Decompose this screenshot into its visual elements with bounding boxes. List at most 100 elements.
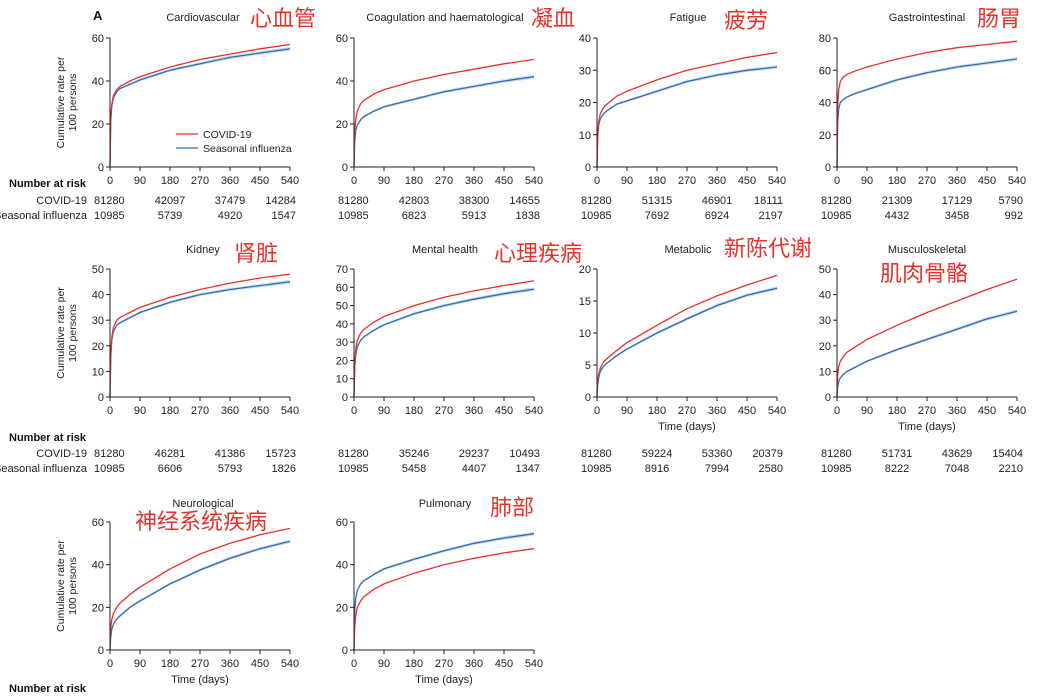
influenza-series-line xyxy=(596,66,778,168)
y-tick-label: 50 xyxy=(336,301,348,313)
x-tick-label: 180 xyxy=(888,405,906,417)
influenza-confidence-band xyxy=(354,531,534,651)
influenza-series-line xyxy=(109,540,291,651)
x-tick-label: 90 xyxy=(378,658,390,670)
x-axis-label: Time (days) xyxy=(415,674,473,686)
influenza-confidence-band xyxy=(354,74,534,168)
at-risk-influenza-value: 5739 xyxy=(158,210,182,222)
at-risk-covid-value: 15404 xyxy=(992,448,1023,460)
covid-series-line xyxy=(109,43,291,168)
influenza-series-line xyxy=(109,281,291,398)
covid-series-line xyxy=(353,548,535,651)
y-tick-label: 0 xyxy=(585,162,591,174)
y-tick-label: 20 xyxy=(579,264,591,276)
at-risk-influenza-value: 2210 xyxy=(999,463,1023,475)
at-risk-influenza-value: 8222 xyxy=(885,463,909,475)
covid-series-line xyxy=(109,527,291,651)
y-tick-label: 20 xyxy=(336,602,348,614)
covid-series-line xyxy=(596,274,778,398)
influenza-confidence-band xyxy=(110,279,290,398)
at-risk-influenza-value: 3458 xyxy=(945,210,969,222)
influenza-series-line xyxy=(596,287,778,398)
at-risk-influenza-value: 10985 xyxy=(581,463,612,475)
x-tick-label: 540 xyxy=(525,658,543,670)
panel-neurological: Neurological 0 20 40 60 0 90 180 270 360 450 540 Tim… xyxy=(55,498,299,686)
influenza-confidence-band xyxy=(110,539,290,651)
panel-metabolic: Metabolic 0 5 10 15 20 0 90 180 270 360 450 540 Time … xyxy=(579,236,812,475)
influenza-series-line xyxy=(353,76,535,168)
at-risk-covid-value: 35246 xyxy=(399,448,430,460)
y-tick-label: 60 xyxy=(92,517,104,529)
influenza-confidence-band xyxy=(837,309,1017,398)
at-risk-influenza-value: 992 xyxy=(1005,210,1023,222)
y-tick-label: 40 xyxy=(92,560,104,572)
x-tick-label: 360 xyxy=(465,405,483,417)
y-tick-label: 60 xyxy=(336,282,348,294)
at-risk-covid-value: 53360 xyxy=(702,448,733,460)
y-tick-label: 60 xyxy=(336,33,348,45)
legend-label-influenza: Seasonal influenza xyxy=(203,143,292,155)
y-tick-label: 40 xyxy=(336,560,348,572)
y-tick-label: 0 xyxy=(342,392,348,404)
y-tick-label: 40 xyxy=(336,319,348,331)
y-tick-label: 30 xyxy=(819,315,831,327)
x-tick-label: 270 xyxy=(435,175,453,187)
x-tick-label: 90 xyxy=(621,175,633,187)
chinese-annotation: 心血管 xyxy=(250,6,316,31)
y-axis-label-line: Cumulative rate per xyxy=(55,540,67,632)
at-risk-influenza-value: 4920 xyxy=(218,210,242,222)
risk-row-label-influenza: Seasonal influenza xyxy=(0,210,88,222)
panel-cardiovascular: Cardiovascular 0 20 40 60 0 90 180 270 360 450 540 C… xyxy=(55,6,316,222)
x-tick-label: 180 xyxy=(161,175,179,187)
at-risk-covid-value: 37479 xyxy=(215,195,246,207)
x-tick-label: 540 xyxy=(281,175,299,187)
x-axis-label: Time (days) xyxy=(171,674,229,686)
y-tick-label: 20 xyxy=(336,355,348,367)
chinese-annotation: 肾脏 xyxy=(234,241,278,266)
y-tick-label: 70 xyxy=(336,264,348,276)
x-tick-label: 450 xyxy=(738,405,756,417)
chinese-annotation: 肌肉骨骼 xyxy=(880,261,968,286)
at-risk-covid-value: 46281 xyxy=(155,448,186,460)
at-risk-covid-value: 81280 xyxy=(821,448,852,460)
covid-series-line xyxy=(353,280,535,398)
x-tick-label: 360 xyxy=(221,175,239,187)
covid-series-line xyxy=(596,51,778,168)
panel-title: Kidney xyxy=(186,244,220,256)
panel-title: Pulmonary xyxy=(419,498,472,510)
x-tick-label: 270 xyxy=(435,658,453,670)
x-tick-label: 450 xyxy=(251,175,269,187)
x-tick-label: 360 xyxy=(708,405,726,417)
at-risk-influenza-value: 4432 xyxy=(885,210,909,222)
at-risk-influenza-value: 10985 xyxy=(94,210,125,222)
risk-row-label-influenza: Seasonal influenza xyxy=(0,463,88,475)
panel-title: Fatigue xyxy=(670,12,707,24)
at-risk-covid-value: 15723 xyxy=(265,448,296,460)
y-tick-label: 40 xyxy=(92,76,104,88)
x-tick-label: 360 xyxy=(221,405,239,417)
at-risk-influenza-value: 1547 xyxy=(272,210,296,222)
y-axis-label-line: Cumulative rate per xyxy=(55,287,67,379)
x-tick-label: 540 xyxy=(525,175,543,187)
x-tick-label: 0 xyxy=(107,405,113,417)
chinese-annotation: 肠胃 xyxy=(977,6,1021,31)
y-axis-label-line: Cumulative rate per xyxy=(55,56,67,148)
x-tick-label: 270 xyxy=(678,175,696,187)
at-risk-covid-value: 81280 xyxy=(581,448,612,460)
x-tick-label: 90 xyxy=(134,658,146,670)
panel-title: Mental health xyxy=(412,244,478,256)
y-tick-label: 0 xyxy=(825,392,831,404)
at-risk-influenza-value: 10985 xyxy=(581,210,612,222)
panel-title: Metabolic xyxy=(664,244,712,256)
y-tick-label: 20 xyxy=(819,341,831,353)
x-tick-label: 540 xyxy=(1008,175,1026,187)
influenza-series-line xyxy=(836,310,1018,398)
at-risk-influenza-value: 6823 xyxy=(402,210,426,222)
at-risk-covid-value: 59224 xyxy=(642,448,673,460)
panel-title: Musculoskeletal xyxy=(888,244,966,256)
covid-series-line xyxy=(109,273,291,398)
y-tick-label: 50 xyxy=(92,264,104,276)
y-tick-label: 10 xyxy=(92,366,104,378)
panel-pulmonary: Pulmonary 0 20 40 60 0 90 180 270 360 450 540 Time (… xyxy=(336,495,543,686)
